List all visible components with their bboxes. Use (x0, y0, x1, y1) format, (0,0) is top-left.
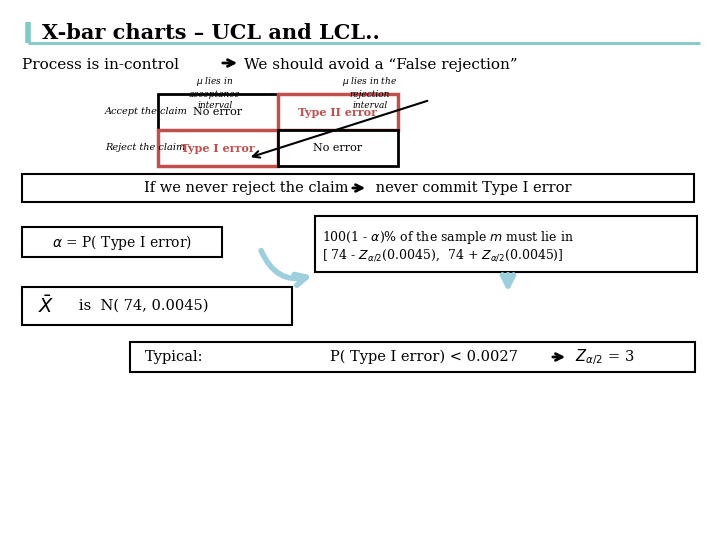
Text: P( Type I error) < 0.0027: P( Type I error) < 0.0027 (330, 350, 518, 364)
Text: Typical:: Typical: (145, 350, 204, 364)
Bar (22, 227, 222, 257)
Text: We should avoid a “False rejection”: We should avoid a “False rejection” (244, 58, 518, 72)
Text: Type I error: Type I error (181, 143, 255, 153)
Text: $\alpha$ = P( Type I error): $\alpha$ = P( Type I error) (52, 233, 192, 252)
Bar (315, 216, 697, 272)
Text: No error: No error (194, 107, 243, 117)
Bar (158, 94, 278, 130)
Text: X-bar charts – UCL and LCL..: X-bar charts – UCL and LCL.. (42, 23, 380, 43)
Bar (158, 130, 278, 166)
Text: [ 74 - $Z_{\alpha/2}$(0.0045),  74 + $Z_{\alpha/2}$(0.0045)]: [ 74 - $Z_{\alpha/2}$(0.0045), 74 + $Z_{… (322, 247, 564, 262)
Bar (130, 342, 695, 372)
Text: $Z_{\alpha/2}$ = 3: $Z_{\alpha/2}$ = 3 (571, 347, 634, 367)
Text: No error: No error (313, 143, 363, 153)
Bar (22, 174, 694, 202)
Text: $\mu$ lies in
acceptance
interval: $\mu$ lies in acceptance interval (189, 75, 240, 110)
Text: $\mu$ lies in the
rejection
interval: $\mu$ lies in the rejection interval (343, 75, 397, 110)
Text: Type II error: Type II error (299, 106, 377, 118)
FancyArrowPatch shape (503, 275, 513, 286)
Text: is  N( 74, 0.0045): is N( 74, 0.0045) (65, 299, 209, 313)
FancyArrowPatch shape (261, 251, 306, 285)
Bar (278, 130, 398, 166)
Text: Process is in-control: Process is in-control (22, 58, 179, 72)
Text: never commit Type I error: never commit Type I error (371, 181, 572, 195)
Text: $\bar{X}$: $\bar{X}$ (38, 295, 55, 317)
Bar (22, 287, 292, 325)
Text: Reject the claim: Reject the claim (105, 143, 185, 152)
Text: 100(1 - $\alpha$)% of the sample $m$ must lie in: 100(1 - $\alpha$)% of the sample $m$ mus… (322, 229, 574, 246)
Text: Accept the claim: Accept the claim (105, 107, 188, 117)
Bar (278, 94, 398, 130)
Text: If we never reject the claim: If we never reject the claim (143, 181, 348, 195)
